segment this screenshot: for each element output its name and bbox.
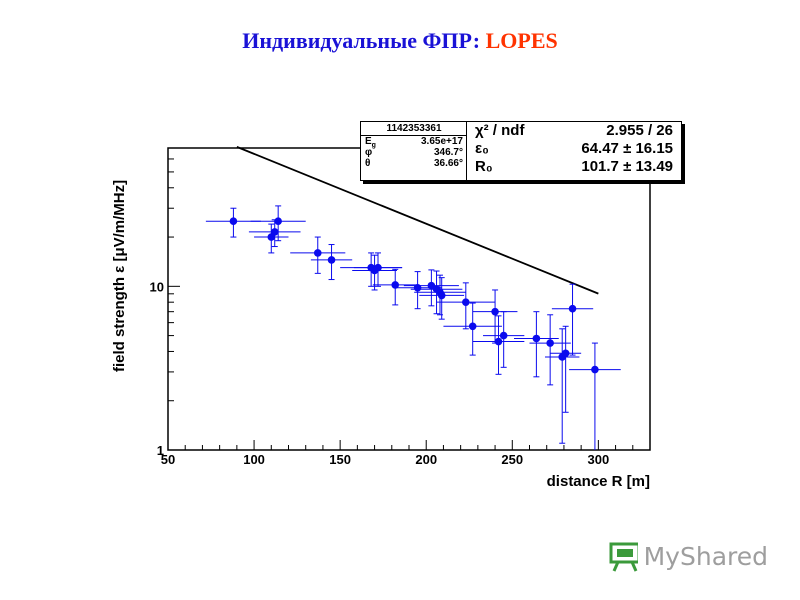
title-lopes: LOPES bbox=[485, 28, 558, 53]
data-point bbox=[529, 314, 571, 386]
x-tick-label: 200 bbox=[415, 452, 437, 467]
data-point bbox=[514, 311, 559, 378]
data-point bbox=[472, 289, 518, 344]
event-info-box: 1142353361 Eg 3.65e+17 φ 346.7° θ 36.66° bbox=[360, 121, 468, 181]
fit-stats-box: χ² / ndf 2.955 / 26 ε₀ 64.47 ± 16.15 R₀ 101… bbox=[466, 121, 682, 181]
point-marker bbox=[568, 304, 577, 313]
info-row-phi: φ 346.7° bbox=[361, 147, 467, 158]
plot-frame bbox=[167, 147, 651, 451]
point-marker bbox=[327, 256, 336, 264]
x-tick-label: 250 bbox=[501, 452, 523, 467]
presentation-board-icon bbox=[609, 542, 638, 572]
x-axis-label: distance R [m] bbox=[547, 473, 650, 490]
data-point bbox=[248, 219, 301, 248]
point-marker bbox=[413, 283, 422, 292]
fit-label: χ² / ndf bbox=[475, 122, 525, 139]
point-marker bbox=[313, 249, 322, 257]
point-marker bbox=[370, 266, 379, 275]
point-marker bbox=[561, 349, 570, 358]
fit-line bbox=[236, 146, 599, 295]
x-tick-label: 100 bbox=[243, 452, 265, 467]
info-label: Eg bbox=[365, 136, 376, 149]
data-point bbox=[443, 302, 502, 356]
point-marker bbox=[491, 307, 499, 316]
point-marker bbox=[270, 228, 279, 236]
point-marker bbox=[462, 298, 470, 306]
data-point bbox=[403, 269, 459, 307]
fit-label: R₀ bbox=[475, 158, 493, 175]
info-label: θ bbox=[365, 158, 371, 169]
axis-ticks: 50 100 150 200 250 300 1 10 bbox=[150, 147, 651, 467]
fit-row-r0: R₀ 101.7 ± 13.49 bbox=[467, 158, 681, 176]
info-row-energy: Eg 3.65e+17 bbox=[361, 136, 467, 149]
point-marker bbox=[437, 291, 446, 300]
x-tick-label: 150 bbox=[329, 452, 351, 467]
info-value: 346.7° bbox=[433, 147, 463, 158]
fit-value: 101.7 ± 13.49 bbox=[581, 158, 673, 175]
info-value: 36.66° bbox=[433, 158, 463, 169]
data-point bbox=[310, 244, 353, 281]
data-point bbox=[352, 254, 397, 291]
data-point bbox=[483, 311, 525, 368]
data-point bbox=[551, 283, 594, 356]
x-tick-label: 50 bbox=[161, 452, 175, 467]
event-id: 1142353361 bbox=[361, 122, 467, 136]
info-row-theta: θ 36.66° bbox=[361, 158, 467, 169]
data-point bbox=[290, 236, 346, 274]
data-point bbox=[419, 277, 465, 320]
x-tick-label: 300 bbox=[588, 452, 610, 467]
data-point bbox=[569, 342, 621, 450]
title-russian: Индивидуальные ФПР: bbox=[242, 28, 486, 53]
fit-group bbox=[236, 146, 599, 295]
data-point bbox=[436, 282, 496, 330]
slide-title: Индивидуальные ФПР: LOPES bbox=[0, 28, 800, 54]
point-marker bbox=[591, 365, 599, 374]
fit-row-eps0: ε₀ 64.47 ± 16.15 bbox=[467, 140, 681, 158]
watermark: MyShared bbox=[608, 536, 768, 576]
watermark-text: MyShared bbox=[643, 541, 768, 571]
fit-row-chi2: χ² / ndf 2.955 / 26 bbox=[467, 122, 681, 140]
point-marker bbox=[229, 217, 238, 225]
y-axis-label: field strength ε [μV/m/MHz] bbox=[111, 180, 128, 372]
y-tick-label: 1 bbox=[157, 443, 164, 458]
point-marker bbox=[468, 322, 477, 331]
fit-value: 2.955 / 26 bbox=[606, 122, 673, 139]
point-marker bbox=[274, 217, 282, 225]
point-marker bbox=[391, 281, 400, 289]
y-tick-label: 10 bbox=[150, 279, 164, 294]
point-marker bbox=[499, 331, 508, 340]
point-marker bbox=[546, 339, 554, 347]
info-value: 3.65e+17 bbox=[421, 136, 463, 147]
data-point bbox=[550, 325, 582, 413]
data-point bbox=[372, 268, 418, 306]
data-point bbox=[250, 205, 306, 242]
data-point bbox=[472, 315, 525, 375]
point-marker bbox=[532, 334, 541, 343]
data-points bbox=[205, 205, 621, 450]
fit-label: ε₀ bbox=[475, 140, 489, 157]
info-label: φ bbox=[365, 147, 373, 158]
data-point bbox=[205, 207, 261, 238]
fit-value: 64.47 ± 16.15 bbox=[581, 140, 673, 157]
data-point bbox=[254, 223, 289, 254]
point-marker bbox=[494, 337, 503, 346]
